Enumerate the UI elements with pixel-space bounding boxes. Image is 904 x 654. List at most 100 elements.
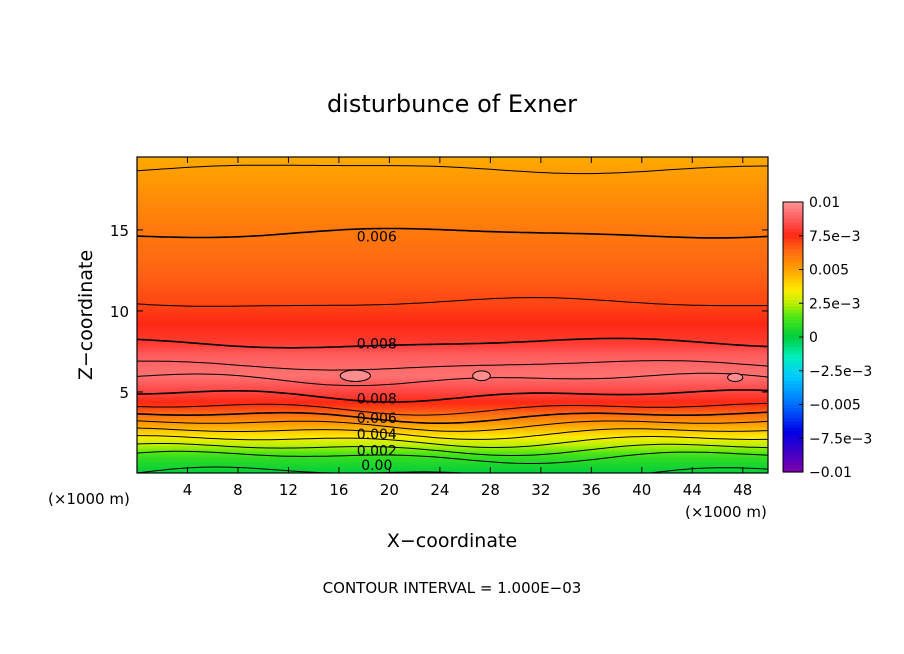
band — [137, 200, 768, 203]
band — [137, 355, 768, 359]
colorbar-segment — [783, 310, 803, 314]
colorbar: 0.01 7.5e−3 0.005 2.5e−3 0 −2.5e−3 −0.005 −7.5e… — [782, 195, 872, 481]
band — [137, 289, 768, 292]
colorbar-segment — [783, 293, 803, 298]
band — [137, 214, 768, 218]
y-tick-label: 5 — [119, 384, 129, 402]
band — [137, 195, 768, 198]
colorbar-segment — [783, 404, 803, 409]
band — [137, 467, 768, 471]
x-axis-label: X−coordinate — [387, 530, 517, 552]
colorbar-segment — [783, 313, 803, 318]
band — [137, 399, 768, 403]
x-unit-left: (×1000 m) — [48, 490, 130, 508]
band — [137, 420, 768, 424]
band — [137, 297, 768, 301]
band — [137, 394, 768, 398]
band — [137, 273, 768, 276]
colorbar-segment — [783, 441, 803, 446]
colorbar-segment — [783, 394, 803, 399]
colorbar-segment — [783, 377, 803, 382]
band — [137, 438, 768, 441]
contour-label: 0.006 — [357, 411, 397, 427]
colorbar-segment — [783, 259, 803, 264]
band — [137, 385, 768, 388]
band — [137, 180, 768, 184]
band — [137, 336, 768, 339]
band — [137, 161, 768, 164]
band — [137, 171, 768, 174]
colorbar-segment — [783, 242, 803, 247]
band — [137, 428, 768, 432]
band — [137, 372, 768, 375]
band — [137, 469, 768, 472]
colorbar-segment — [783, 387, 803, 392]
band — [137, 461, 768, 464]
band — [137, 362, 768, 365]
x-tick-label: 24 — [430, 481, 449, 499]
band — [137, 325, 768, 328]
maximum-contour — [472, 370, 491, 382]
band — [137, 451, 768, 454]
band — [137, 448, 768, 451]
band — [137, 216, 768, 219]
colorbar-segment — [783, 215, 803, 220]
colorbar-segment — [783, 337, 803, 341]
band — [137, 338, 768, 341]
band — [137, 283, 768, 286]
band — [137, 310, 768, 313]
band — [137, 302, 768, 305]
colorbar-segment — [783, 235, 803, 240]
band — [137, 352, 768, 356]
colorbar-segment — [783, 266, 803, 271]
band — [137, 389, 768, 393]
colorbar-segment — [783, 461, 803, 466]
colorbar-segment — [783, 350, 803, 355]
band — [137, 177, 768, 181]
colorbar-segment — [783, 330, 803, 335]
band — [137, 320, 768, 323]
colorbar-segment — [783, 333, 803, 338]
colorbar-label: −0.005 — [809, 398, 861, 414]
x-tick-label: 48 — [733, 481, 752, 499]
contour-lines — [137, 164, 768, 473]
band — [137, 446, 768, 450]
band — [137, 443, 768, 446]
band — [137, 276, 768, 279]
colorbar-segment — [783, 239, 803, 244]
local-maxima — [339, 369, 744, 382]
colorbar-segment — [783, 380, 803, 385]
contour-line — [137, 427, 768, 440]
colorbar-label: 7.5e−3 — [809, 229, 861, 245]
colorbar-segment — [783, 347, 803, 352]
band — [137, 206, 768, 210]
band — [137, 347, 768, 351]
band — [137, 189, 768, 192]
colorbar-segment — [783, 316, 803, 321]
band — [137, 458, 768, 461]
x-tick-label: 16 — [329, 481, 348, 499]
colorbar-segment — [783, 323, 803, 328]
band — [137, 250, 768, 254]
band — [137, 454, 768, 458]
colorbar-segment — [783, 421, 803, 426]
band — [137, 441, 768, 445]
contour-line — [137, 337, 768, 349]
band — [137, 184, 768, 187]
contour-label: 0.008 — [357, 336, 397, 352]
band — [137, 396, 768, 399]
band — [137, 433, 768, 437]
y-tick-label: 15 — [110, 222, 129, 240]
band — [137, 305, 768, 309]
band — [137, 274, 768, 278]
band — [137, 464, 768, 467]
colorbar-label: −7.5e−3 — [809, 431, 872, 447]
colorbar-segment — [783, 326, 803, 331]
colorbar-segment — [783, 357, 803, 362]
colorbar-segment — [783, 445, 803, 449]
band — [137, 263, 768, 266]
colorbar-segment — [783, 455, 803, 460]
band — [137, 354, 768, 357]
band — [137, 187, 768, 190]
